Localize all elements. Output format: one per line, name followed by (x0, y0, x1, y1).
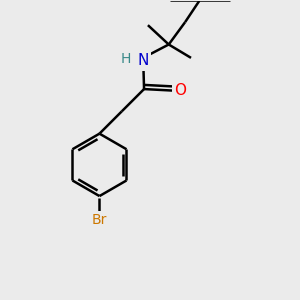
Text: H: H (121, 52, 131, 66)
Text: Br: Br (92, 213, 107, 227)
Text: O: O (175, 83, 187, 98)
Text: N: N (138, 53, 149, 68)
